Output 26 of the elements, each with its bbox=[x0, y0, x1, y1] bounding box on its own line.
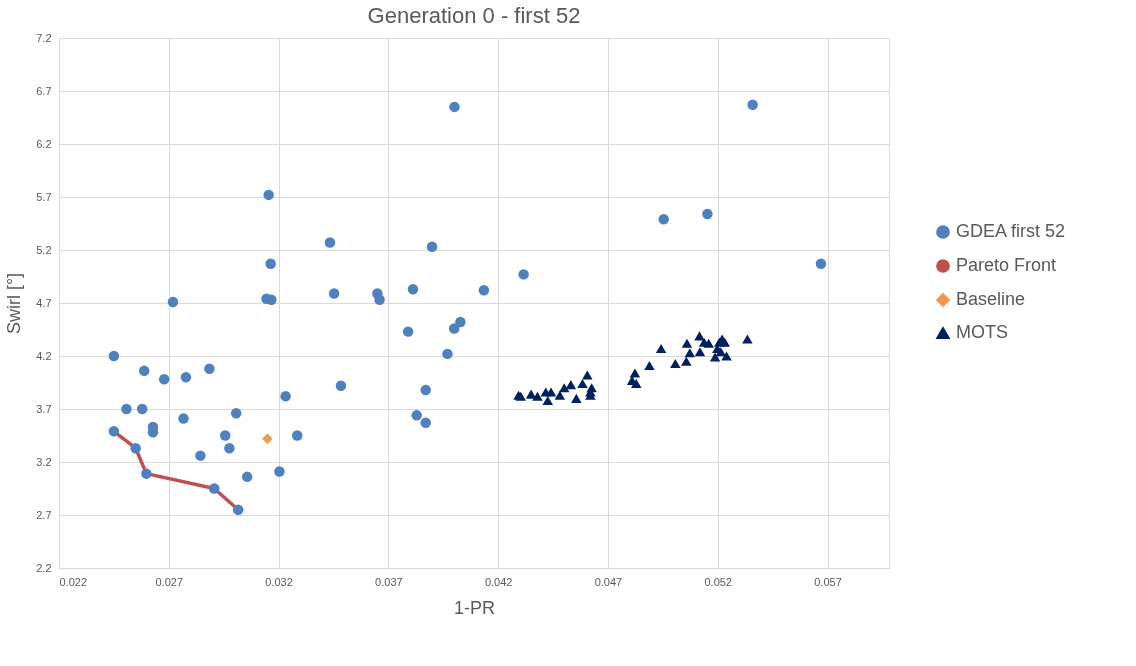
y-tick-label: 7.2 bbox=[36, 31, 52, 44]
y-tick-label: 5.2 bbox=[36, 243, 52, 256]
y-tick-label: 6.7 bbox=[36, 84, 52, 97]
x-tick-label: 0.047 bbox=[594, 575, 623, 588]
x-tick-label: 0.032 bbox=[265, 575, 293, 588]
y-tick-label: 4.7 bbox=[36, 296, 52, 309]
y-tick-label: 3.7 bbox=[36, 402, 52, 415]
x-tick-label: 0.042 bbox=[484, 575, 513, 588]
x-tick-label: 0.027 bbox=[155, 575, 184, 588]
chart-title: Generation 0 - first 52 bbox=[367, 3, 581, 28]
y-tick-label: 5.7 bbox=[36, 190, 52, 203]
y-tick-label: 6.2 bbox=[36, 137, 52, 150]
legend-label: GDEA first 52 bbox=[956, 221, 1066, 241]
y-tick-label: 2.2 bbox=[36, 561, 52, 574]
legend-label: MOTS bbox=[956, 322, 1008, 342]
x-axis-title: 1-PR bbox=[453, 597, 496, 618]
y-axis-title: Swirl [°] bbox=[4, 272, 25, 335]
x-tick-label: 0.037 bbox=[375, 575, 403, 588]
x-tick-label: 0.022 bbox=[59, 575, 88, 588]
x-tick-label: 0.057 bbox=[814, 575, 842, 588]
y-tick-label: 2.7 bbox=[36, 508, 52, 521]
legend-label: Pareto Front bbox=[956, 255, 1057, 275]
y-tick-label: 4.2 bbox=[36, 349, 52, 362]
legend-label: Baseline bbox=[956, 289, 1026, 309]
y-tick-label: 3.2 bbox=[36, 455, 52, 468]
x-tick-label: 0.052 bbox=[704, 575, 732, 588]
